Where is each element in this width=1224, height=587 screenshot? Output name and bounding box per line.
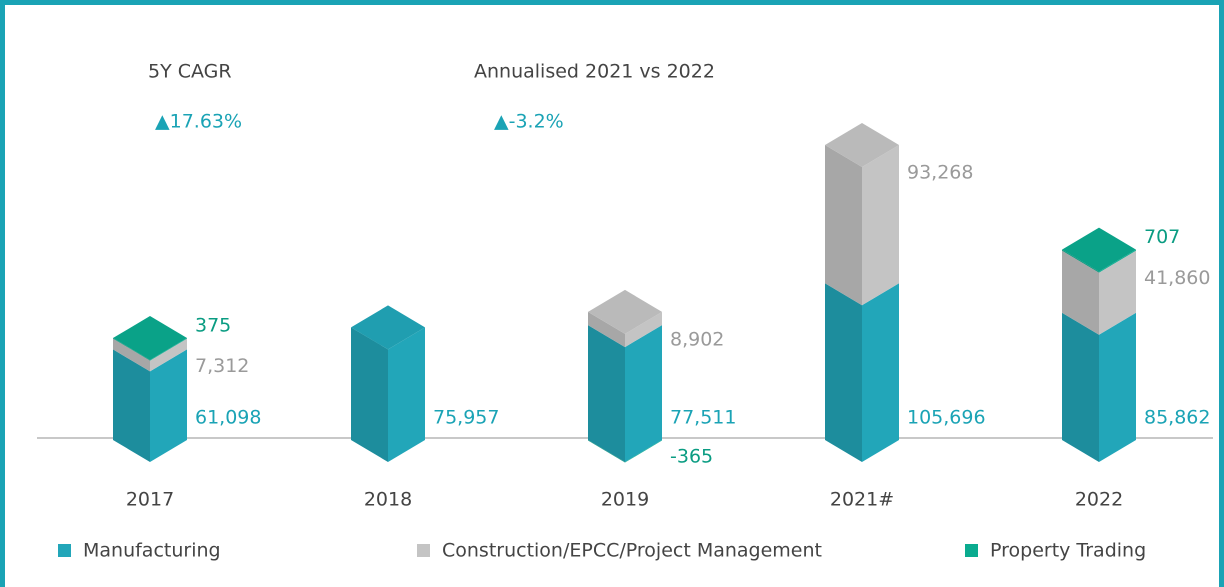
data-label: 85,862 — [1144, 407, 1210, 429]
bar-left-face — [1062, 312, 1099, 462]
bar-left-face — [351, 327, 388, 462]
bar-left-face — [588, 325, 625, 462]
bar-top-face — [113, 316, 187, 361]
bar-left-face — [113, 338, 150, 361]
bar-top-face — [825, 123, 899, 167]
bar-left-face — [588, 440, 625, 463]
bar-left-face — [1062, 250, 1099, 335]
bar-right-face — [862, 283, 899, 462]
bar-right-face — [150, 338, 187, 361]
bar-segment — [113, 349, 187, 462]
data-label: 41,860 — [1144, 267, 1210, 289]
bar-left-face — [588, 311, 625, 348]
data-label: 7,312 — [195, 355, 249, 377]
data-label: 105,696 — [907, 407, 986, 429]
annotation-label: 5Y CAGR — [148, 61, 232, 83]
data-label: 375 — [195, 315, 231, 337]
bar-segment — [1062, 249, 1136, 273]
bar-segment — [825, 283, 899, 462]
bar-right-face — [625, 311, 662, 348]
data-label: -365 — [670, 446, 713, 468]
data-label: 8,902 — [670, 328, 724, 350]
bar-right-face — [625, 440, 662, 463]
annotation-label: Annualised 2021 vs 2022 — [474, 61, 715, 83]
bar-right-face — [150, 338, 187, 372]
bar-right-face — [1099, 312, 1136, 462]
bar-left-face — [1062, 249, 1099, 273]
data-label: 93,268 — [907, 162, 973, 184]
legend-swatch — [965, 544, 978, 557]
legend-swatch — [417, 544, 430, 557]
bar-right-face — [625, 325, 662, 462]
x-tick-label: 2022 — [1075, 489, 1123, 511]
bar-left-face — [825, 283, 862, 462]
data-label: 77,511 — [670, 407, 736, 429]
bar-segment — [113, 338, 187, 372]
bar-top-face — [588, 289, 662, 334]
x-tick-label: 2017 — [126, 489, 174, 511]
bar-left-face — [825, 145, 862, 306]
annotation-value: ▲-3.2% — [494, 111, 564, 133]
bar-segment — [588, 311, 662, 348]
bar-segment — [113, 338, 187, 361]
bar-segment — [825, 145, 899, 306]
bar-segment — [588, 440, 662, 463]
bar-segment — [351, 327, 425, 462]
bar-top-face — [351, 305, 425, 350]
bar-right-face — [1099, 250, 1136, 335]
legend-label: Construction/EPCC/Project Management — [442, 540, 822, 562]
bar-left-face — [113, 349, 150, 462]
x-tick-label: 2021# — [830, 489, 894, 511]
legend-label: Property Trading — [990, 540, 1146, 562]
data-label: 75,957 — [433, 407, 499, 429]
bar-right-face — [1099, 249, 1136, 273]
data-label: 61,098 — [195, 407, 261, 429]
annotation-value: ▲17.63% — [155, 111, 242, 133]
x-tick-label: 2019 — [601, 489, 649, 511]
bar-segment — [1062, 250, 1136, 335]
bar-top-face — [1062, 227, 1136, 272]
bar-right-face — [150, 349, 187, 462]
bar-right-face — [388, 327, 425, 462]
data-label: 707 — [1144, 226, 1180, 248]
legend-label: Manufacturing — [83, 540, 221, 562]
bar-right-face — [862, 145, 899, 306]
bar-left-face — [113, 338, 150, 372]
bar-segment — [588, 325, 662, 462]
legend-swatch — [58, 544, 71, 557]
bar-segment — [1062, 312, 1136, 462]
x-tick-label: 2018 — [364, 489, 412, 511]
